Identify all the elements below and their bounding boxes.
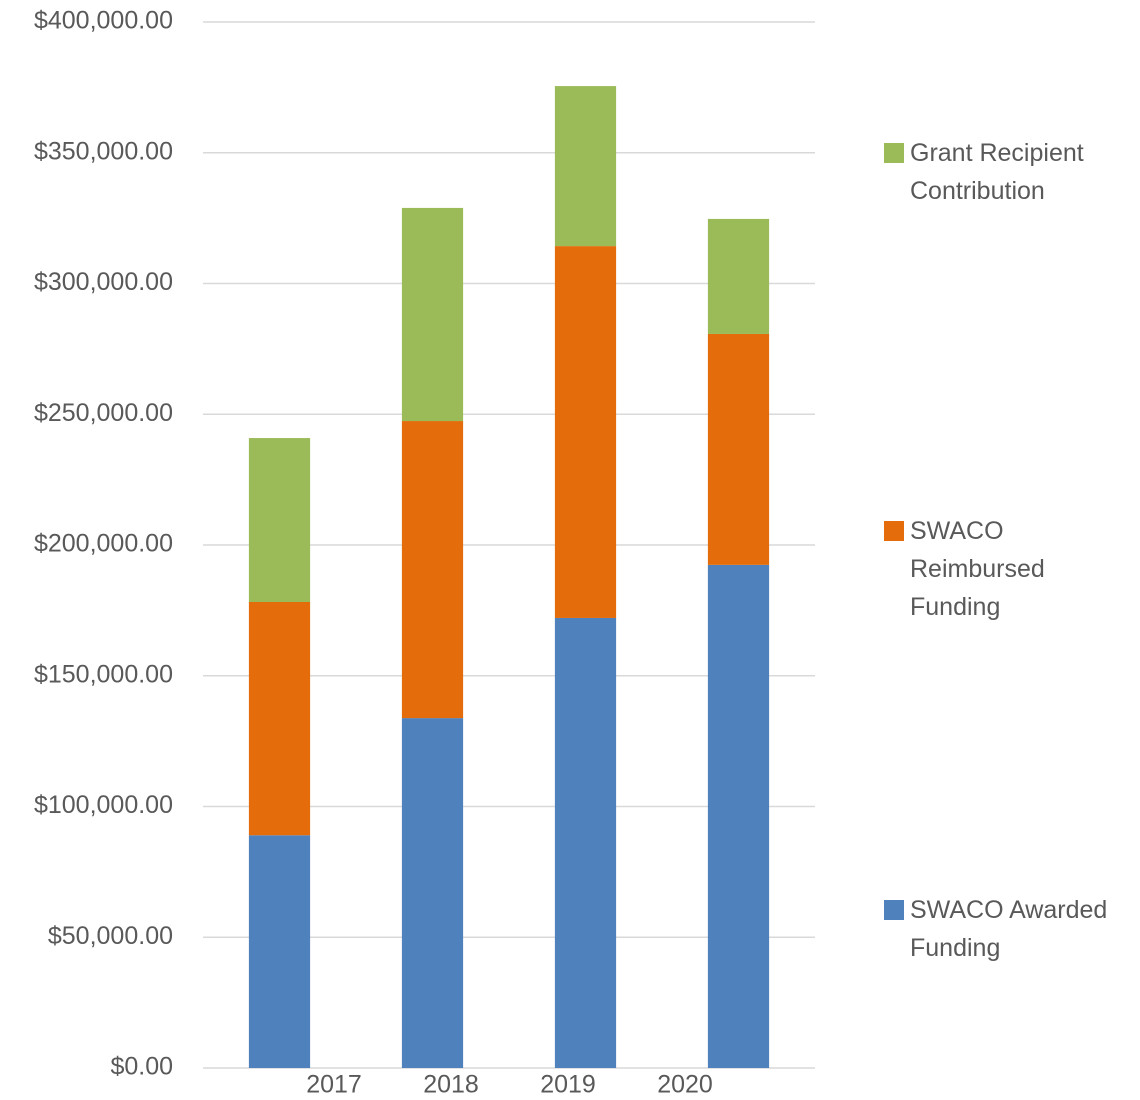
bar-segment xyxy=(248,602,311,836)
bar-segment xyxy=(707,218,770,334)
legend-label: SWACO Reimbursed Funding xyxy=(910,517,1045,621)
legend-entry: SWACO Reimbursed Funding xyxy=(884,512,1140,626)
y-tick-label: $100,000.00 xyxy=(34,791,173,819)
y-tick-label: $250,000.00 xyxy=(34,399,173,427)
bar-segment xyxy=(707,333,770,565)
legend-label: Grant Recipient Contribution xyxy=(910,139,1084,205)
legend-swatch xyxy=(884,521,904,541)
x-tick-label: 2017 xyxy=(306,1071,362,1099)
bar-segment xyxy=(554,246,617,618)
bar-segment xyxy=(554,86,617,247)
y-tick-label: $350,000.00 xyxy=(34,137,173,165)
y-tick-label: $0.00 xyxy=(110,1053,173,1081)
bar-segment xyxy=(707,564,770,1068)
y-tick-label: $400,000.00 xyxy=(34,7,173,35)
bar-segment xyxy=(554,617,617,1068)
y-tick-label: $150,000.00 xyxy=(34,660,173,688)
bar-segment xyxy=(401,421,464,719)
bar-segment xyxy=(401,718,464,1068)
x-tick-label: 2019 xyxy=(540,1071,596,1099)
y-tick-label: $300,000.00 xyxy=(34,268,173,296)
y-tick-label: $200,000.00 xyxy=(34,530,173,558)
legend-swatch xyxy=(884,900,904,920)
bar-segment xyxy=(401,207,464,422)
x-tick-label: 2018 xyxy=(423,1071,479,1099)
legend-label: SWACO Awarded Funding xyxy=(910,896,1108,962)
y-tick-label: $50,000.00 xyxy=(48,922,173,950)
bar-segment xyxy=(248,438,311,603)
legend-swatch xyxy=(884,143,904,163)
x-tick-label: 2020 xyxy=(657,1071,713,1099)
legend-entry: SWACO Awarded Funding xyxy=(884,891,1140,967)
legend-entry: Grant Recipient Contribution xyxy=(884,134,1140,210)
bar-segment xyxy=(248,835,311,1068)
